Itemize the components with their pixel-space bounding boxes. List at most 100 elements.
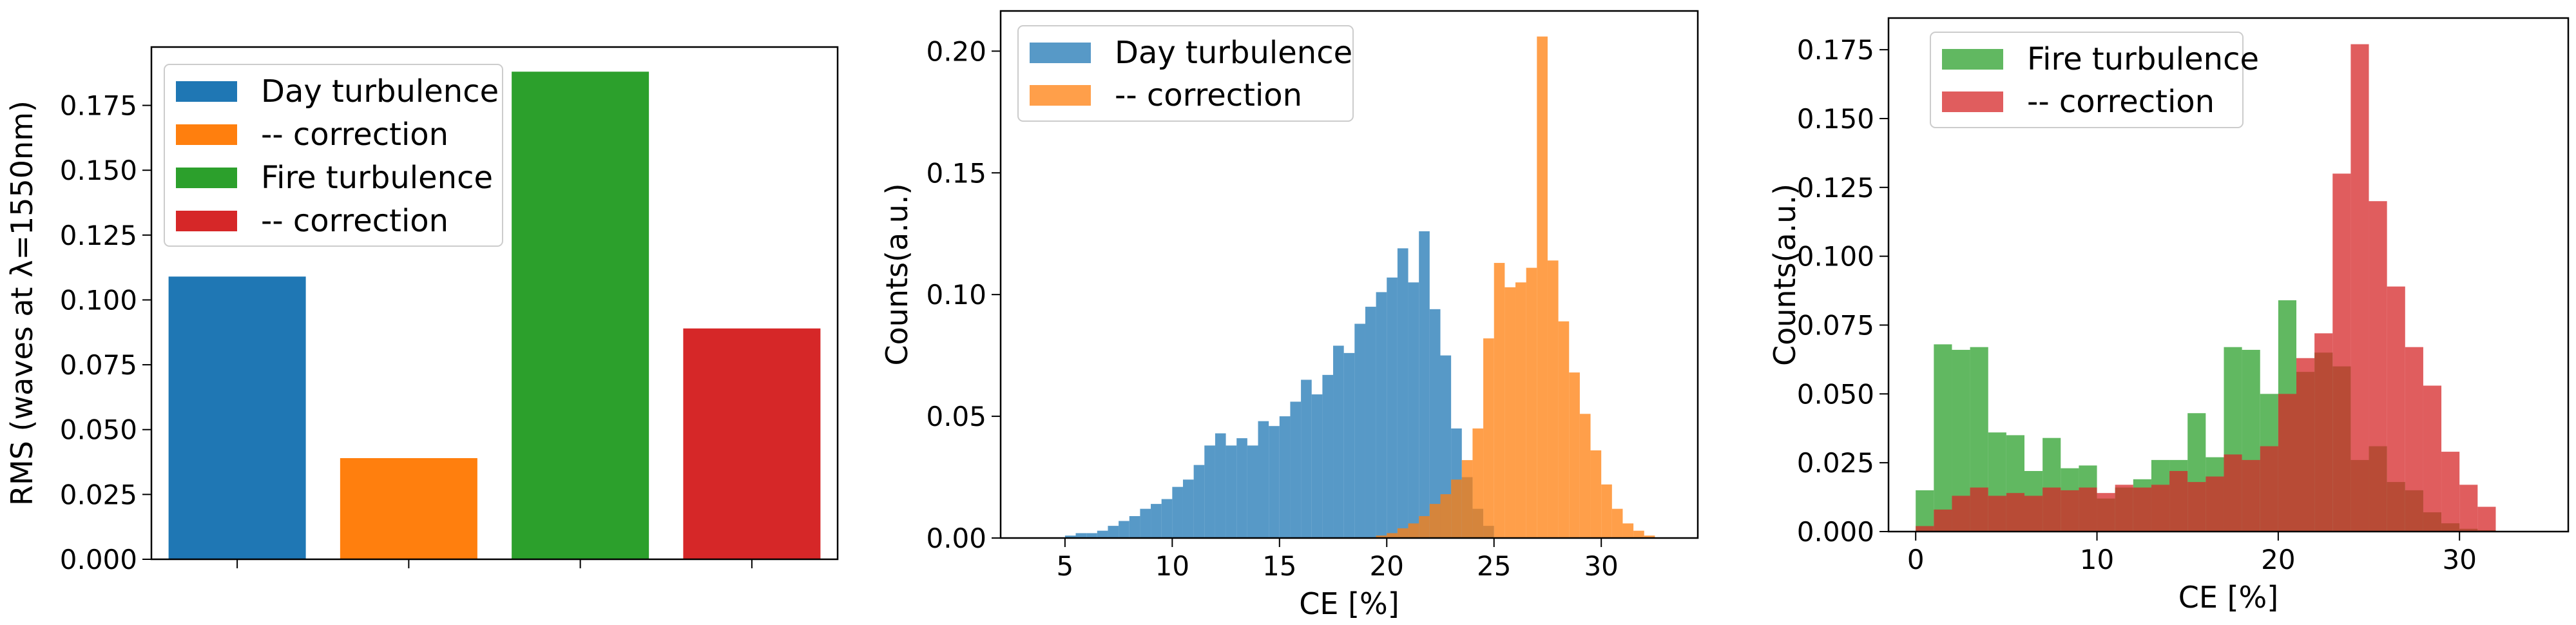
bar — [340, 458, 477, 559]
y-tick-label: 0.175 — [1797, 34, 1874, 66]
histogram-bar — [2459, 485, 2478, 532]
histogram-bar — [1515, 282, 1526, 538]
y-tick-label: 0.025 — [60, 479, 137, 510]
legend-label: -- correction — [261, 117, 448, 153]
y-tick-label: 0.075 — [60, 349, 137, 381]
histogram-bar — [2224, 454, 2242, 532]
histogram-bar — [1633, 530, 1644, 538]
histogram-bar — [2242, 459, 2260, 532]
y-tick-label: 0.150 — [60, 155, 137, 186]
histogram-bar — [2369, 201, 2387, 532]
legend-swatch — [176, 168, 237, 188]
histogram-bar — [1258, 421, 1269, 538]
y-tick-label: 0.175 — [60, 90, 137, 122]
histogram-bar — [1333, 345, 1344, 538]
histogram-bar — [1537, 36, 1548, 538]
histogram-bar — [1311, 394, 1323, 538]
histogram-bar — [1440, 494, 1452, 538]
histogram-bar — [2296, 358, 2315, 532]
histogram-bar — [1440, 355, 1452, 538]
histogram-bar — [1970, 487, 1988, 532]
y-tick-label: 0.00 — [926, 523, 986, 554]
legend-label: -- correction — [261, 203, 448, 239]
histogram-bar — [1269, 426, 1280, 538]
histogram-bar — [1569, 372, 1580, 538]
histogram-bar — [2079, 487, 2097, 532]
plot-frame — [150, 46, 839, 561]
histogram-bar — [1097, 530, 1108, 538]
histogram-bar — [1247, 445, 1258, 538]
histogram-bar — [1419, 231, 1430, 538]
y-tick-label: 0.050 — [60, 414, 137, 446]
y-tick-label: 0.100 — [60, 284, 137, 316]
series-2 — [1916, 44, 2496, 532]
legend-swatch — [176, 81, 237, 102]
histogram-bar — [1526, 267, 1537, 538]
histogram-bar — [1182, 479, 1194, 538]
histogram-bar — [1215, 433, 1226, 538]
series-1 — [1064, 231, 1494, 538]
y-tick-label: 0.150 — [1797, 103, 1874, 135]
y-tick-label: 0.000 — [1797, 516, 1874, 548]
histogram-bar — [2206, 476, 2224, 532]
histogram-bar — [2477, 506, 2496, 532]
legend-swatch — [176, 124, 237, 145]
histogram-bar — [1290, 401, 1302, 538]
histogram-bar — [1934, 344, 1952, 532]
histogram-bar — [1365, 307, 1376, 538]
histogram-bar — [1129, 515, 1140, 538]
histogram-bar — [2006, 493, 2024, 532]
legend: Day turbulence -- correction Fire turbule… — [164, 64, 503, 247]
histogram-bar — [1075, 533, 1087, 538]
histogram-bar — [1172, 486, 1183, 538]
y-axis-label: Counts(a.u.) — [1767, 184, 1802, 366]
chart-3: 0.000 0.025 0.050 0.075 0.100 0.125 0.150 0.175… — [1767, 17, 2570, 615]
histogram-bar — [1601, 484, 1612, 538]
x-tick-label: 10 — [2080, 544, 2114, 575]
series-2 — [1376, 36, 1655, 538]
y-axis-label: Counts(a.u.) — [879, 183, 914, 365]
histogram-bar — [1461, 460, 1473, 538]
histogram-bar — [1483, 338, 1494, 538]
x-tick-label: 15 — [1262, 550, 1296, 582]
bar — [168, 276, 306, 559]
histogram-bar — [1151, 504, 1162, 538]
histogram-bar — [1988, 495, 2006, 532]
legend-label: -- correction — [2027, 84, 2215, 120]
y-tick-label: 0.05 — [926, 401, 986, 432]
y-tick-label: 0.025 — [1797, 447, 1874, 479]
histogram-bar — [2115, 485, 2133, 532]
y-tick-label: 0.15 — [926, 157, 986, 189]
x-tick-label: 30 — [2442, 544, 2476, 575]
x-tick-label: 20 — [2261, 544, 2295, 575]
histogram-bar — [2405, 347, 2423, 532]
x-tick-label: 30 — [1584, 550, 1618, 582]
plot-frame — [1887, 17, 2570, 533]
histogram-bar — [1161, 499, 1173, 538]
histogram-bar — [2151, 485, 2170, 532]
histogram-bar — [1086, 533, 1097, 538]
histogram-bar — [1322, 374, 1334, 538]
histogram-bar — [1387, 277, 1398, 538]
histogram-bar — [2187, 482, 2206, 532]
histogram-bar — [2024, 495, 2043, 532]
histogram-bar — [1204, 445, 1215, 538]
histogram-bar — [1226, 445, 1237, 538]
y-tick-label: 0.125 — [60, 220, 137, 251]
histogram-bar — [1916, 490, 1934, 532]
histogram-bar — [1236, 438, 1247, 538]
histogram-bar — [1376, 535, 1387, 538]
histogram-bar — [1644, 535, 1655, 538]
histogram-bar — [1622, 523, 1634, 538]
histogram-bar — [1387, 533, 1398, 538]
y-tick-label: 0.100 — [1797, 241, 1874, 273]
y-tick-label: 0.000 — [60, 544, 137, 575]
legend: Fire turbulence -- correction — [1930, 32, 2259, 128]
legend-label: -- correction — [1115, 77, 1302, 113]
plot-frame — [999, 10, 1699, 539]
y-tick-label: 0.20 — [926, 35, 986, 67]
histogram-bar — [1429, 309, 1441, 538]
x-axis-label: CE [%] — [1299, 586, 1399, 621]
histogram-bar — [1108, 526, 1119, 538]
bar — [512, 72, 649, 560]
